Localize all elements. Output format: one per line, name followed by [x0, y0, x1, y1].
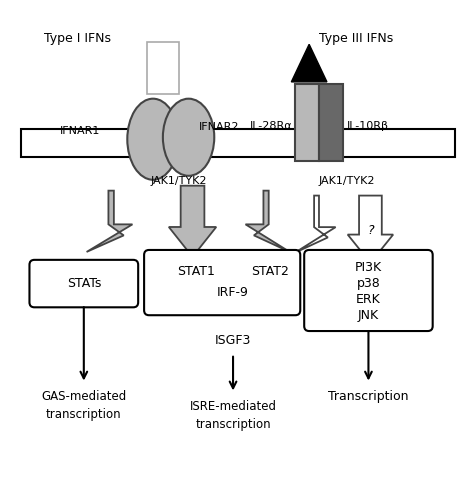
Text: ISRE-mediated: ISRE-mediated — [190, 400, 276, 413]
Text: STAT2: STAT2 — [251, 265, 289, 278]
FancyBboxPatch shape — [304, 250, 433, 331]
FancyBboxPatch shape — [295, 84, 319, 161]
Polygon shape — [87, 191, 132, 252]
Polygon shape — [292, 44, 327, 82]
Polygon shape — [294, 196, 336, 253]
Text: ISGF3: ISGF3 — [215, 334, 251, 347]
Polygon shape — [348, 196, 393, 263]
Text: IFNAR1: IFNAR1 — [60, 126, 100, 136]
FancyBboxPatch shape — [144, 250, 300, 315]
FancyBboxPatch shape — [319, 84, 343, 161]
FancyBboxPatch shape — [147, 42, 179, 94]
Ellipse shape — [163, 99, 214, 176]
Text: transcription: transcription — [195, 418, 271, 431]
Text: JAK1/TYK2: JAK1/TYK2 — [319, 176, 375, 186]
FancyBboxPatch shape — [29, 260, 138, 307]
Text: p38: p38 — [356, 277, 380, 290]
Polygon shape — [169, 186, 216, 257]
Text: JNK: JNK — [358, 309, 379, 322]
Ellipse shape — [128, 99, 179, 180]
Text: PI3K: PI3K — [355, 261, 382, 274]
Text: IRF-9: IRF-9 — [217, 286, 249, 299]
Text: STATs: STATs — [67, 277, 101, 290]
Text: GAS-mediated: GAS-mediated — [41, 390, 127, 403]
Text: Transcription: Transcription — [328, 390, 409, 403]
Text: IFNAR2: IFNAR2 — [199, 122, 239, 132]
Text: JAK1/TYK2: JAK1/TYK2 — [150, 176, 207, 186]
Text: STAT1: STAT1 — [178, 265, 215, 278]
Polygon shape — [246, 191, 290, 252]
Text: IL-10Rβ: IL-10Rβ — [346, 121, 389, 131]
Text: Type I IFNs: Type I IFNs — [44, 33, 111, 45]
Text: IL-28Rα: IL-28Rα — [250, 121, 292, 131]
Text: transcription: transcription — [46, 408, 122, 421]
Text: ERK: ERK — [356, 293, 381, 306]
Text: ?: ? — [367, 224, 374, 237]
FancyBboxPatch shape — [20, 129, 456, 157]
Text: Type III IFNs: Type III IFNs — [319, 33, 393, 45]
